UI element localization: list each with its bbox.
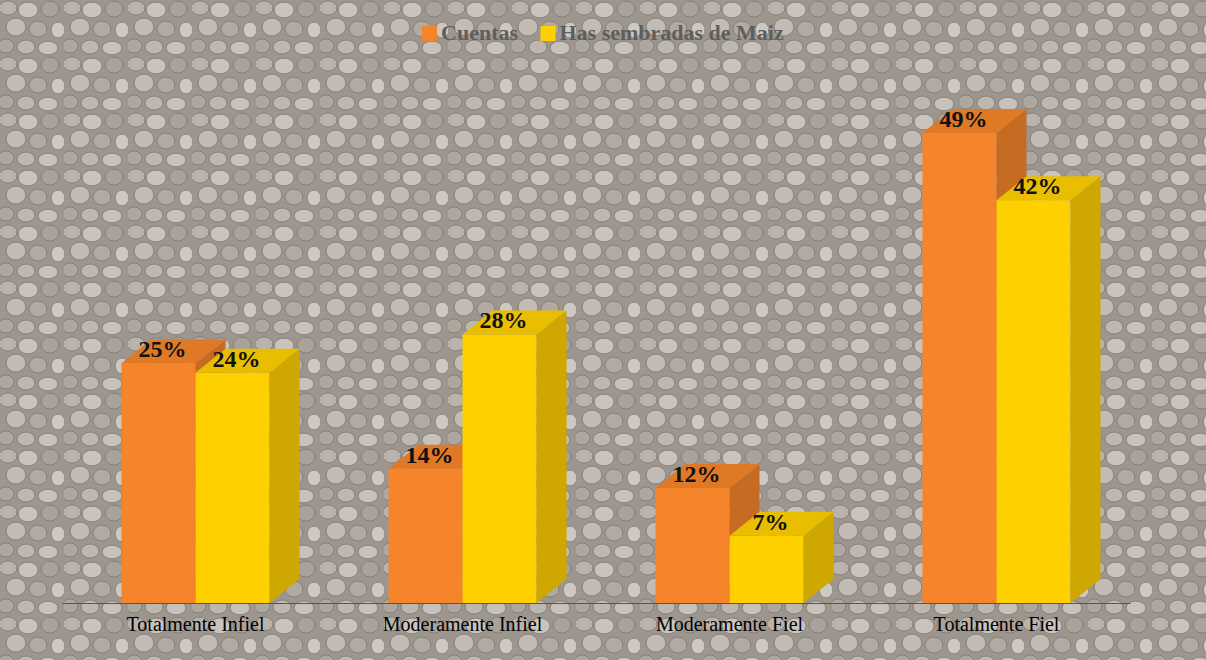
legend: Cuentas Has sembradas de Maiz [422, 20, 784, 45]
bar-side [1071, 176, 1101, 603]
data-label: 14% [406, 442, 454, 468]
data-label: 49% [940, 106, 988, 132]
data-labels: 25% 14% 12% 49% 24% 28% 7% 42% [139, 106, 1062, 535]
x-axis: Totalmente Infiel Moderamente Infiel Moder… [63, 603, 1131, 635]
data-label: 28% [480, 307, 528, 333]
tick: Moderamente Infiel [383, 603, 543, 635]
data-label: 24% [213, 346, 261, 372]
legend-item: Cuentas [422, 20, 518, 45]
bar-3d [997, 176, 1101, 603]
bar-front [730, 536, 804, 603]
tick: Totalmente Fiel [934, 603, 1060, 635]
data-label: 42% [1014, 173, 1062, 199]
background [0, 0, 1206, 660]
bar-side [537, 310, 567, 603]
bar-front [389, 469, 463, 603]
legend-label: Cuentas [441, 20, 518, 45]
data-label: 7% [753, 509, 789, 535]
bar-3d [196, 349, 300, 603]
tick-label: Totalmente Infiel [127, 613, 265, 635]
data-label: 12% [673, 461, 721, 487]
tick-label: Totalmente Fiel [934, 613, 1060, 635]
bar-front [997, 200, 1071, 603]
bar-front [923, 133, 997, 603]
legend-item: Has sembradas de Maiz [540, 20, 784, 45]
tick-label: Moderamente Infiel [383, 613, 543, 635]
legend-swatch [540, 26, 555, 41]
bar-front [122, 363, 196, 603]
legend-swatch [422, 26, 437, 41]
bar-front [656, 488, 730, 603]
tick-label: Moderamente Fiel [656, 613, 804, 635]
axis-line [63, 603, 1131, 604]
bars [122, 109, 1101, 603]
data-label: 25% [139, 336, 187, 362]
legend-label: Has sembradas de Maiz [559, 20, 784, 45]
bar-front [196, 373, 270, 603]
bar-side [270, 349, 300, 603]
bar-front [463, 334, 537, 603]
tick: Totalmente Infiel [127, 603, 265, 635]
bar-3d [463, 310, 567, 603]
tick: Moderamente Fiel [656, 603, 804, 635]
